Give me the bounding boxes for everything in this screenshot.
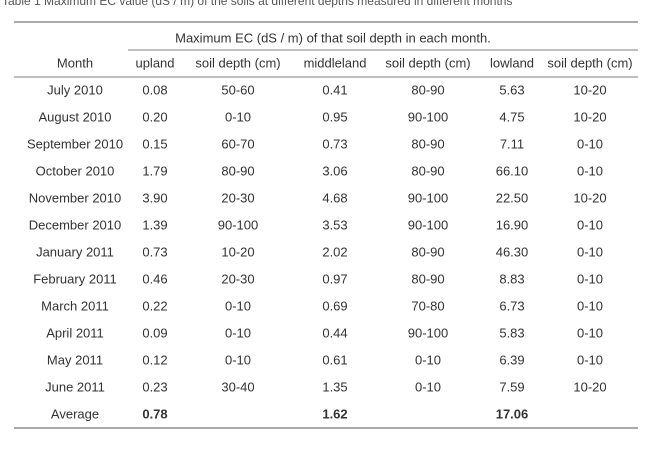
cell: 0-10 [577,163,603,178]
cell: 0.12 [142,352,167,367]
cell: 90-100 [408,217,448,232]
cell: 46.30 [496,244,529,259]
cell: 0-10 [577,325,603,340]
cell: 0.73 [142,244,167,259]
cell: 0.46 [142,271,167,286]
cell: 20-30 [221,190,254,205]
cell: 0.69 [322,298,347,313]
cell: 60-70 [221,136,254,151]
cell: 80-90 [411,82,444,97]
row-label: Average [51,406,99,421]
cell: 5.63 [499,82,524,97]
column-header: middleland [304,55,367,70]
table-caption: Table 1 Maximum EC value (dS / m) of the… [2,0,512,8]
cell: 20-30 [221,271,254,286]
column-header: soil depth (cm) [195,55,280,70]
row-label: July 2010 [47,82,103,97]
row-label: September 2010 [27,136,123,151]
cell: 0-10 [577,298,603,313]
cell: 3.90 [142,190,167,205]
cell: 3.06 [322,163,347,178]
cell: 0.97 [322,271,347,286]
cell: 0-10 [577,244,603,259]
cell: 8.83 [499,271,524,286]
cell: 80-90 [411,163,444,178]
cell: 0.41 [322,82,347,97]
cell: 1.35 [322,379,347,394]
cell: 10-20 [573,82,606,97]
cell: 0.15 [142,136,167,151]
column-header: upland [135,55,174,70]
cell: 2.02 [322,244,347,259]
average-cell: 0.78 [142,406,167,421]
cell: 10-20 [221,244,254,259]
cell: 30-40 [221,379,254,394]
cell: 80-90 [411,136,444,151]
cell: 0.73 [322,136,347,151]
average-cell: 17.06 [496,406,529,421]
cell: 1.79 [142,163,167,178]
cell: 0.08 [142,82,167,97]
row-label: October 2010 [36,163,115,178]
cell: 1.39 [142,217,167,232]
column-header: soil depth (cm) [547,55,632,70]
cell: 5.83 [499,325,524,340]
cell: 10-20 [573,190,606,205]
cell: 50-60 [221,82,254,97]
cell: 80-90 [411,244,444,259]
row-label: April 2011 [46,325,104,340]
cell: 0.61 [322,352,347,367]
cell: 0-10 [225,109,251,124]
cell: 80-90 [411,271,444,286]
cell: 90-100 [408,109,448,124]
cell: 0.20 [142,109,167,124]
cell: 22.50 [496,190,529,205]
cell: 90-100 [218,217,258,232]
cell: 90-100 [408,325,448,340]
cell: 10-20 [573,109,606,124]
cell: 7.11 [500,136,524,151]
row-label: December 2010 [29,217,122,232]
cell: 0.22 [142,298,167,313]
row-label: August 2010 [38,109,111,124]
column-header: soil depth (cm) [385,55,470,70]
cell: 6.39 [499,352,524,367]
cell: 16.90 [496,217,529,232]
cell: 0.44 [322,325,347,340]
cell: 0-10 [415,352,441,367]
cell: 66.10 [496,163,529,178]
row-label: November 2010 [29,190,122,205]
cell: 3.53 [322,217,347,232]
cell: 0.23 [142,379,167,394]
cell: 0-10 [225,298,251,313]
row-label: May 2011 [47,352,103,367]
cell: 4.68 [322,190,347,205]
cell: 0-10 [415,379,441,394]
row-label: June 2011 [45,379,105,394]
cell: 0-10 [577,352,603,367]
cell: 0.09 [142,325,167,340]
cell: 80-90 [221,163,254,178]
cell: 0-10 [577,136,603,151]
row-label: January 2011 [36,244,114,259]
group-header: Maximum EC (dS / m) of that soil depth i… [175,30,491,45]
cell: 0-10 [577,217,603,232]
cell: 70-80 [411,298,444,313]
cell: 90-100 [408,190,448,205]
cell: 0-10 [225,352,251,367]
cell: 7.59 [499,379,524,394]
cell: 0-10 [225,325,251,340]
cell: 4.75 [499,109,524,124]
row-label: March 2011 [41,298,109,313]
cell: 0-10 [577,271,603,286]
cell: 0.95 [322,109,347,124]
cell: 6.73 [499,298,524,313]
column-header: lowland [490,55,534,70]
column-header: Month [57,55,93,70]
cell: 10-20 [573,379,606,394]
average-cell: 1.62 [322,406,347,421]
row-label: February 2011 [33,271,117,286]
